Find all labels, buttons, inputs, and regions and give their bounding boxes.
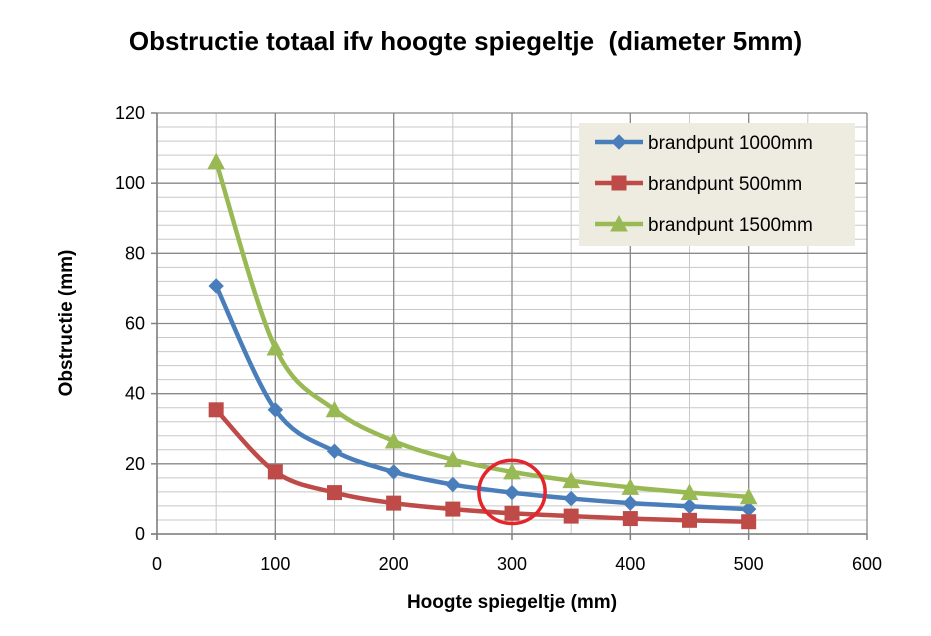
x-tick-label: 200 [379, 554, 409, 574]
y-tick-label: 20 [125, 454, 145, 474]
data-point [208, 278, 224, 294]
series-group [207, 152, 758, 530]
data-point [563, 490, 579, 507]
chart-title: Obstructie totaal ifv hoogte spiegeltje … [128, 26, 803, 56]
data-point [266, 338, 285, 356]
legend-label: brandpunt 1000mm [648, 133, 813, 154]
legend-label: brandpunt 1500mm [648, 215, 813, 236]
x-tick-label: 0 [152, 554, 162, 574]
data-point [622, 495, 639, 511]
data-point [384, 431, 403, 449]
x-tick-label: 600 [852, 554, 882, 574]
data-point [386, 495, 402, 511]
data-point [326, 443, 343, 459]
x-tick-label: 500 [734, 554, 764, 574]
data-point [682, 512, 697, 528]
y-tick-label: 60 [125, 314, 145, 334]
y-axis-label: Obstructie (mm) [56, 250, 77, 397]
data-point [503, 462, 521, 480]
x-tick-label: 300 [497, 554, 527, 574]
y-tick-label: 0 [135, 524, 145, 544]
y-tick-label: 100 [115, 173, 145, 193]
data-point [267, 464, 283, 480]
highlight-ellipse [477, 458, 547, 526]
data-point [622, 511, 638, 527]
legend-label: brandpunt 500mm [648, 174, 802, 195]
data-point [208, 402, 224, 418]
annotation-group [477, 458, 547, 526]
data-point [504, 484, 520, 501]
legend-marker-icon [611, 134, 627, 150]
legend: brandpunt 1000mm brandpunt 500mm brandpunt… [579, 123, 855, 246]
data-point [207, 152, 226, 170]
series-line [213, 407, 751, 524]
y-tick-label: 120 [115, 103, 145, 123]
data-point [385, 464, 402, 480]
data-point [325, 400, 344, 418]
x-tick-label: 400 [615, 554, 645, 574]
data-point [621, 478, 640, 495]
x-axis-label: Hoogte spiegeltje (mm) [407, 592, 617, 613]
data-point [444, 450, 462, 468]
data-point [741, 514, 757, 530]
data-point [445, 501, 461, 517]
y-tick-label: 40 [125, 384, 145, 404]
series-2 [208, 402, 757, 530]
series-3 [207, 152, 758, 505]
data-point [445, 476, 461, 493]
tick-labels: 0 20 40 60 80 100 120 0 100 200 300 400 500 600 [115, 103, 882, 574]
series-line [213, 283, 751, 512]
y-tick-label: 80 [125, 243, 145, 263]
data-point [267, 402, 284, 418]
legend-marker-icon [611, 175, 627, 191]
data-point [327, 485, 342, 501]
data-point [562, 471, 581, 489]
data-point [504, 505, 520, 521]
legend-marker-icon [610, 214, 628, 232]
data-point [739, 487, 758, 505]
axes [151, 112, 868, 540]
data-point [680, 483, 699, 501]
series-1 [208, 278, 757, 517]
data-point [563, 508, 579, 524]
x-tick-label: 100 [260, 554, 290, 574]
